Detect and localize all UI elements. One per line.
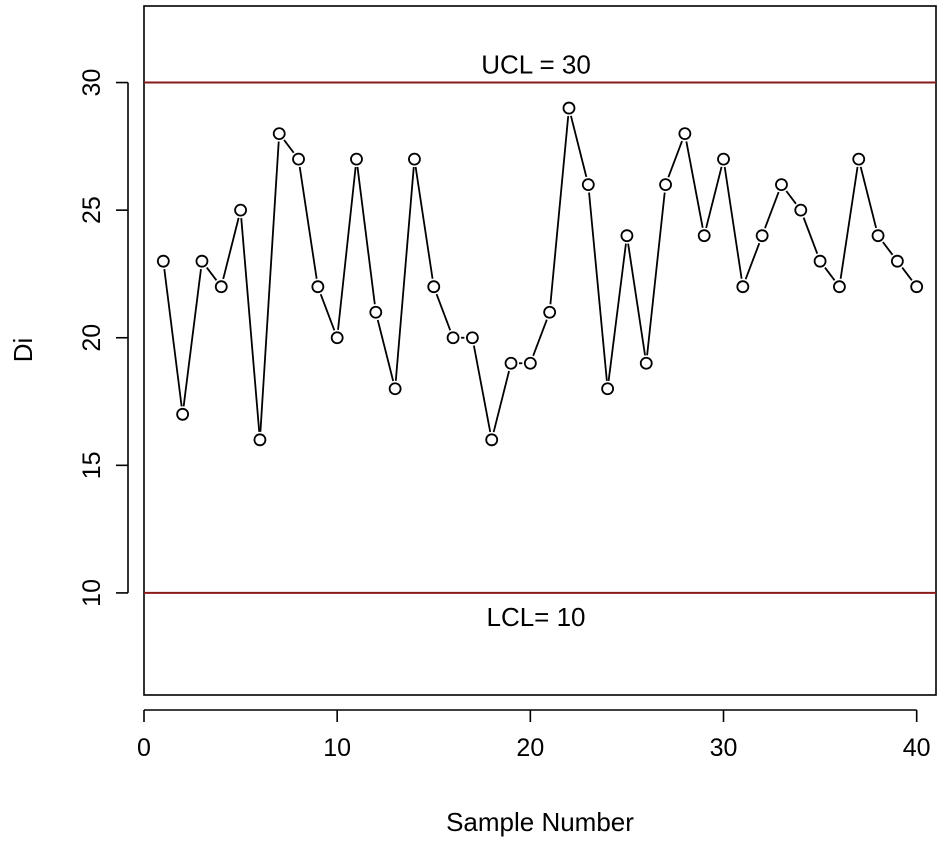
data-point (813, 254, 827, 268)
data-point (446, 331, 460, 345)
series-segment (206, 267, 218, 281)
data-point (156, 254, 170, 268)
data-point (408, 152, 421, 166)
data-point (794, 203, 808, 217)
series-segment (570, 115, 588, 178)
series-segment (802, 217, 819, 255)
ucl-label: UCL = 30 (481, 50, 591, 80)
series-segment (667, 140, 683, 178)
series-segment (532, 319, 548, 357)
series-segment (764, 191, 780, 229)
series-segment (298, 166, 318, 279)
series-di (156, 101, 924, 447)
series-segment (356, 166, 376, 305)
series-segment (240, 218, 261, 432)
data-point (562, 101, 576, 115)
series-segment (376, 319, 395, 382)
data-point (639, 356, 653, 370)
data-point (581, 178, 595, 192)
data-point (311, 280, 325, 294)
data-point (620, 229, 634, 243)
series-segment (337, 166, 357, 330)
series-segment (283, 139, 295, 154)
series-segment (705, 166, 723, 229)
data-point (369, 305, 383, 319)
plot-frame (143, 5, 937, 696)
series-segment (414, 166, 434, 279)
data-point (755, 229, 769, 243)
data-point (195, 254, 209, 268)
data-point (427, 280, 441, 294)
data-point (659, 178, 672, 192)
series-segment (435, 293, 452, 331)
x-axis-title: Sample Number (446, 807, 634, 837)
y-tick-label: 25 (78, 196, 106, 224)
data-point (871, 229, 885, 243)
data-point (388, 382, 402, 396)
series-segment (222, 217, 240, 280)
data-point (350, 152, 363, 166)
x-tick-label: 0 (137, 734, 151, 762)
x-tick-label: 20 (516, 734, 544, 762)
data-point (272, 127, 286, 140)
control-limits: UCL = 30 LCL= 10 (144, 50, 936, 632)
data-point (504, 356, 518, 370)
data-point (485, 433, 499, 447)
series-segment (163, 269, 183, 407)
data-point (292, 152, 305, 166)
series-segment (394, 167, 415, 381)
series-segment (824, 267, 836, 281)
data-point (465, 331, 479, 345)
series-segment (627, 243, 646, 356)
series-segment (723, 166, 743, 279)
series-segment (859, 166, 877, 229)
data-point (543, 305, 557, 319)
y-tick-label: 10 (78, 579, 106, 607)
data-point (214, 280, 228, 294)
x-axis: 0 10 20 30 40 (137, 709, 931, 762)
data-point (697, 229, 711, 243)
series-segment (901, 267, 913, 281)
series-segment (472, 345, 492, 433)
series-segment (646, 192, 666, 356)
data-point (678, 127, 692, 140)
data-point (852, 152, 866, 166)
x-tick-label: 30 (710, 734, 738, 762)
y-tick-label: 15 (78, 451, 106, 479)
data-point (775, 178, 788, 192)
y-axis: 10 15 20 25 30 (78, 69, 129, 607)
data-point (833, 280, 846, 294)
series-segment (744, 242, 761, 280)
series-segment (685, 141, 704, 228)
series-segment (588, 192, 608, 381)
data-point (890, 254, 904, 268)
x-tick-label: 10 (323, 734, 351, 762)
data-point (601, 382, 615, 396)
series-segment (549, 115, 570, 305)
data-point (176, 407, 190, 421)
lcl-label: LCL= 10 (486, 602, 585, 632)
series-segment (319, 293, 336, 331)
series-segment (259, 141, 280, 432)
data-point (736, 280, 750, 294)
data-point (234, 203, 247, 217)
y-tick-label: 20 (78, 324, 106, 352)
y-tick-label: 30 (78, 69, 106, 97)
series-segment (182, 269, 202, 407)
data-point (717, 152, 730, 166)
series-segment (607, 243, 627, 381)
series-segment (839, 166, 859, 279)
series-segment (882, 241, 894, 256)
data-point (910, 280, 924, 294)
y-axis-title: Di (8, 338, 38, 363)
data-point (330, 331, 344, 345)
data-point (523, 356, 537, 370)
series-segment (785, 190, 797, 205)
series-segment (492, 370, 510, 433)
x-tick-label: 40 (903, 734, 931, 762)
data-point (253, 433, 267, 447)
